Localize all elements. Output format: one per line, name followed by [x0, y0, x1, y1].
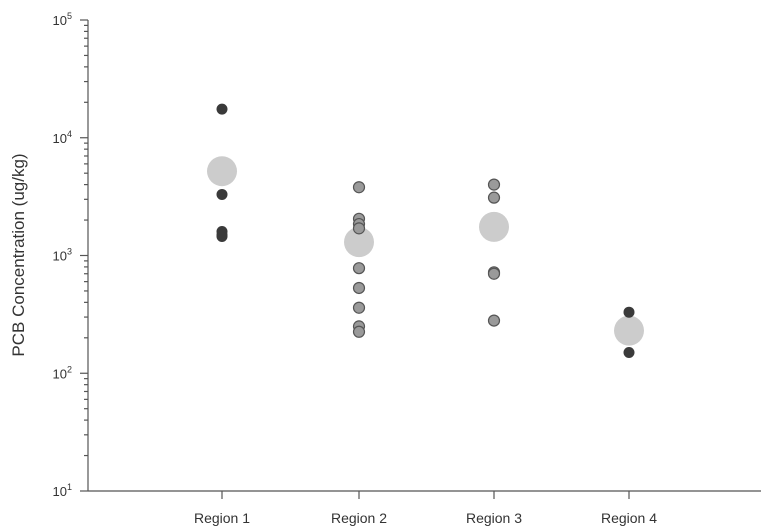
data-point	[487, 191, 501, 204]
mean-point	[344, 227, 374, 258]
data-point	[352, 181, 366, 194]
data-point	[487, 178, 501, 191]
data-point	[487, 267, 501, 280]
mean-point	[614, 315, 644, 346]
y-tick-label: 104	[53, 129, 72, 146]
data-point	[216, 103, 228, 115]
data-point	[216, 188, 228, 200]
y-tick-label: 105	[53, 11, 72, 28]
y-axis-title: PCB Concentration (ug/kg)	[9, 153, 28, 356]
data-point	[623, 347, 635, 359]
data-point	[352, 301, 366, 314]
data-point	[352, 262, 366, 275]
x-axis-ticks: Region 1 Region 2 Region 3 Region 4	[194, 491, 657, 526]
data-point	[216, 230, 228, 242]
y-axis-ticks: 101 102 103 104 105	[53, 11, 88, 499]
y-tick-label: 101	[53, 482, 72, 499]
x-tick-label: Region 2	[331, 510, 387, 526]
x-tick-label: Region 4	[601, 510, 657, 526]
plot-area-frame	[87, 20, 761, 492]
y-tick-label: 103	[53, 247, 72, 264]
data-points	[207, 103, 644, 359]
data-point	[623, 306, 635, 318]
data-point	[352, 281, 366, 295]
mean-point	[207, 156, 237, 187]
x-tick-label: Region 1	[194, 510, 250, 526]
mean-point	[479, 211, 509, 242]
data-point	[352, 325, 366, 338]
data-point	[487, 314, 501, 327]
data-point	[352, 222, 366, 235]
y-tick-label: 102	[53, 364, 72, 381]
x-tick-label: Region 3	[466, 510, 522, 526]
